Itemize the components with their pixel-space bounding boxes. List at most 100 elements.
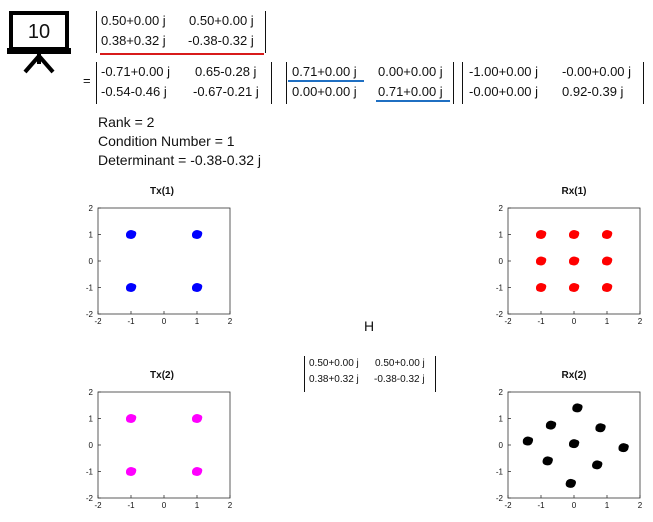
x-tick-label: 2 [228,501,233,510]
x-tick-label: 1 [195,317,200,326]
y-tick-label: 0 [499,441,504,450]
scatter-point-noise [569,441,575,448]
y-tick-label: -1 [86,468,94,477]
scatter-point-noise [547,457,553,463]
plot-rx1: Rx(1) -2 -1 0 1 2 -2 -1 0 1 2 [490,184,650,334]
v-matrix-cell: -0.00+0.00 j [562,64,632,79]
tx2-scatter: -2 -1 0 1 2 -2 -1 0 1 2 [86,388,233,510]
scatter-point-noise [550,421,557,427]
y-tick-label: 1 [89,231,94,240]
y-tick-label: 1 [499,231,504,240]
scatter-point-noise [192,232,198,239]
y-tick-label: -2 [86,310,94,319]
scatter-point-noise [577,404,583,410]
scatter-point-noise [595,425,602,432]
scatter-point-noise [569,232,575,239]
scatter-point-noise [126,232,132,239]
condition-number-text: Condition Number = 1 [98,133,235,149]
rx1-scatter: -2 -1 0 1 2 -2 -1 0 1 2 [496,204,643,326]
scatter-point-noise [126,285,132,292]
y-tick-label: -2 [496,310,504,319]
scatter-point-noise [618,445,625,452]
u-matrix-cell: -0.67-0.21 j [193,84,259,99]
x-tick-label: 0 [572,501,577,510]
scatter-point-noise [602,285,608,292]
x-tick-label: -1 [127,317,135,326]
scatter-point-noise [573,257,580,263]
scatter-point-noise [536,232,542,239]
scatter-point-noise [572,405,579,412]
scatter-point-noise [600,423,606,430]
rank-text: Rank = 2 [98,114,155,130]
plot-tx2: Tx(2) -2 -1 0 1 2 -2 -1 0 1 2 [80,368,240,518]
scatter-point-noise [527,437,534,443]
h-matrix: 0.50+0.00 j 0.50+0.00 j 0.38+0.32 j -0.3… [96,11,266,53]
scatter-point-noise [192,469,198,476]
scatter-point-noise [192,416,198,423]
s-matrix-cell: 0.71+0.00 j [378,84,443,99]
scatter-point-noise [540,230,547,237]
v-matrix-cell: -0.00+0.00 j [469,84,539,99]
scatter-point-noise [606,230,613,237]
h-matrix-cell: 0.50+0.00 j [101,13,166,28]
x-tick-label: -1 [537,501,545,510]
x-tick-label: -2 [94,317,102,326]
plot-title: Rx(2) [561,370,587,381]
y-tick-label: 2 [499,388,504,397]
x-tick-label: 2 [638,501,643,510]
y-tick-label: -2 [86,494,94,503]
h-matrix-cell: 0.38+0.32 j [101,33,166,48]
y-tick-label: 2 [499,204,504,213]
scatter-point-noise [130,283,137,290]
scatter-point-noise [545,423,552,430]
scatter-point-noise [606,283,613,290]
scatter-point-noise [592,462,599,469]
equals-sign: = [83,73,91,88]
small-h-matrix-cell: 0.50+0.00 j [309,358,359,369]
small-h-matrix-cell: 0.50+0.00 j [375,358,425,369]
determinant-text: Determinant = -0.38-0.32 j [98,152,262,168]
scatter-point-noise [540,283,547,290]
small-h-matrix: 0.50+0.00 j 0.50+0.00 j 0.38+0.32 j -0.3… [304,356,436,392]
x-tick-label: 0 [162,501,167,510]
x-tick-label: 1 [605,317,610,326]
y-tick-label: -1 [496,284,504,293]
channel-label: H [364,318,375,334]
s-matrix-cell: 0.00+0.00 j [292,84,357,99]
y-tick-label: 0 [89,257,94,266]
s-matrix-row-2: 0.00+0.00 j 0.71+0.00 j [287,82,453,102]
v-matrix-row-1: -1.00+0.00 j -0.00+0.00 j [463,62,643,82]
scatter-point-noise [570,479,576,486]
small-h-matrix-cell: -0.38-0.32 j [374,374,425,385]
scatter-point-noise [602,232,608,239]
scatter-point-noise [542,458,549,465]
scatter-point-noise [196,283,203,290]
s-matrix: 0.71+0.00 j 0.00+0.00 j 0.00+0.00 j 0.71… [286,62,454,104]
x-tick-label: -1 [537,317,545,326]
x-tick-label: -1 [127,501,135,510]
plot-frame [97,207,231,315]
x-tick-label: -2 [504,501,512,510]
plot-rx2: Rx(2) -2 -1 0 1 2 -2 -1 0 1 2 [490,368,650,518]
scatter-point-noise [522,439,529,446]
x-tick-label: -2 [94,501,102,510]
scatter-point-noise [565,481,572,488]
u-matrix-cell: -0.54-0.46 j [101,84,167,99]
plot-frame [97,391,231,499]
u-matrix-cell: -0.71+0.00 j [101,64,171,79]
u-matrix-row-2: -0.54-0.46 j -0.67-0.21 j [97,82,271,102]
y-tick-label: -1 [86,284,94,293]
scatter-point-noise [196,230,203,237]
scatter-point-noise [126,469,132,476]
scatter-point-noise [196,414,203,421]
v-matrix-row-2: -0.00+0.00 j 0.92-0.39 j [463,82,643,102]
scatter-point-noise [192,285,198,292]
scatter-point-noise [573,439,580,446]
scatter-point-noise [126,416,132,423]
y-tick-label: 2 [89,204,94,213]
h-matrix-row-1: 0.50+0.00 j 0.50+0.00 j [97,11,265,31]
scatter-point-noise [602,259,608,265]
v-matrix-cell: 0.92-0.39 j [562,84,624,99]
scatter-point-noise [569,259,575,265]
scatter-point-noise [606,257,613,263]
